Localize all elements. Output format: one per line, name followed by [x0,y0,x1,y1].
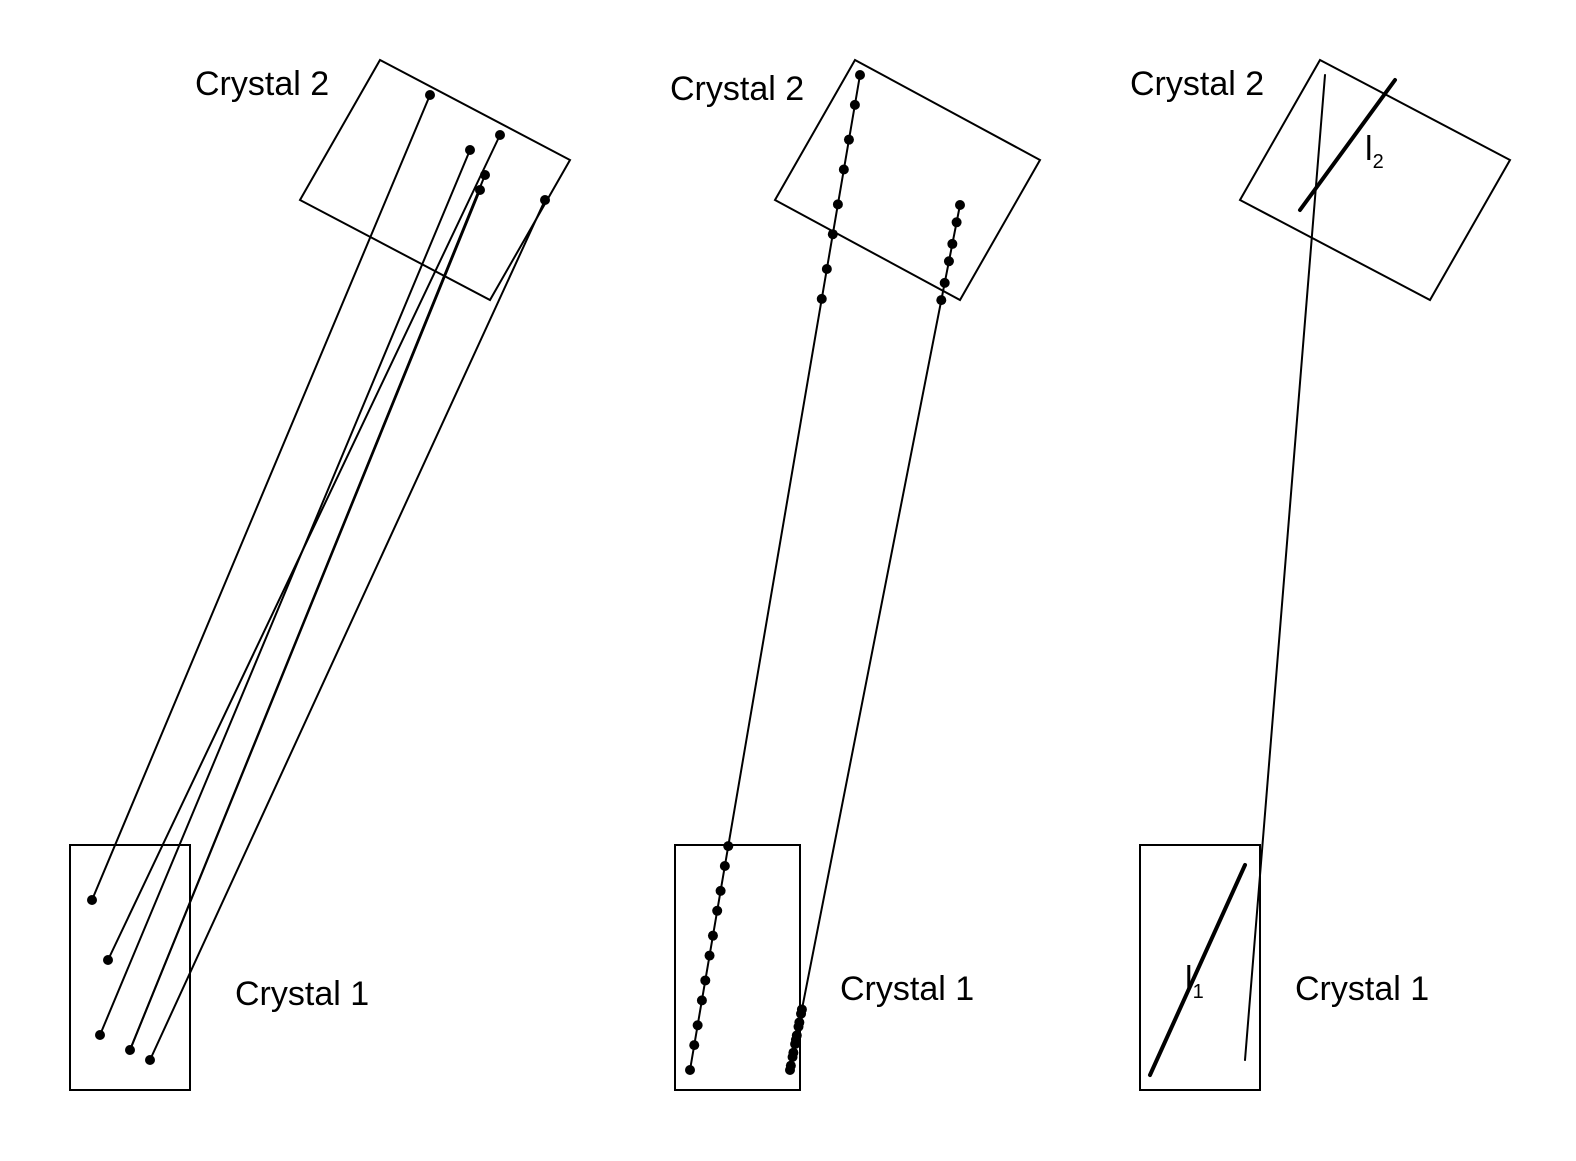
panelA-crystal1-label: Crystal 1 [235,975,369,1013]
panelB-crystal2-label: Crystal 2 [670,70,804,108]
panelC-crystal2-label: Crystal 2 [1130,65,1264,103]
panelC-l2-label: l2 [1365,130,1384,173]
panelA-crystal2-label: Crystal 2 [195,65,329,103]
panelC-crystal1-label: Crystal 1 [1295,970,1429,1008]
panelB-crystal1-label: Crystal 1 [840,970,974,1008]
diagram-svg: Crystal 2 Crystal 1 Crystal 2 Crystal 1 Crys… [0,0,1576,1161]
